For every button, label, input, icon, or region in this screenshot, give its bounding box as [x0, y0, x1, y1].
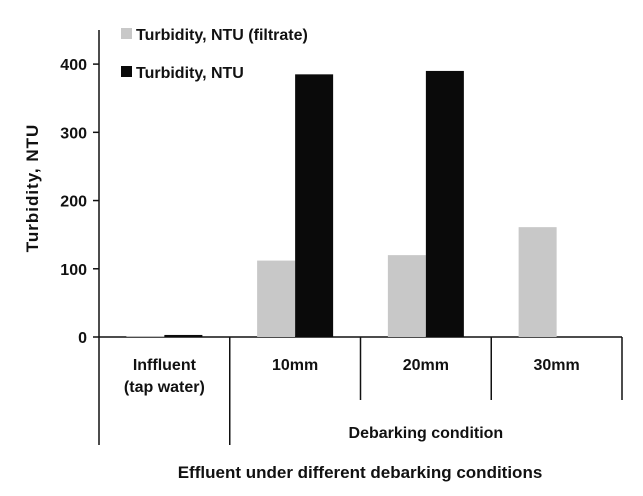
legend-swatch-1 [121, 66, 132, 77]
labels: 0 100 200 300 400 Inffluent (tap water) 10mm 20m… [23, 57, 580, 482]
bar-filtrate-3 [518, 227, 557, 337]
legend: Turbidity, NTU (filtrate) Turbidity, NTU [121, 27, 308, 82]
y-tick-label: 200 [60, 194, 87, 211]
y-tick-label: 300 [60, 125, 87, 142]
bar-turbidity-2 [425, 70, 464, 337]
legend-swatch-0 [121, 28, 132, 39]
bar-turbidity-0 [164, 334, 203, 337]
y-tick-label: 400 [60, 57, 87, 74]
x-category-label: 30mm [534, 357, 580, 374]
y-axis-label: Turbidity, NTU [23, 124, 42, 253]
y-tick-label: 0 [78, 330, 87, 347]
group-label: Debarking condition [349, 425, 504, 442]
bar-turbidity-1 [295, 74, 334, 337]
bar-filtrate-0 [126, 336, 165, 337]
y-tick-label: 100 [60, 262, 87, 279]
x-category-label: 20mm [403, 357, 449, 374]
x-category-label: Inffluent (tap water) [124, 357, 205, 396]
x-category-label: 10mm [272, 357, 318, 374]
bars [126, 70, 557, 337]
legend-label-1: Turbidity, NTU [136, 65, 244, 82]
bar-filtrate-2 [387, 255, 426, 337]
x-axis-label: Effluent under different debarking condi… [178, 463, 543, 482]
legend-label-0: Turbidity, NTU (filtrate) [136, 27, 308, 44]
bar-filtrate-1 [257, 260, 296, 337]
